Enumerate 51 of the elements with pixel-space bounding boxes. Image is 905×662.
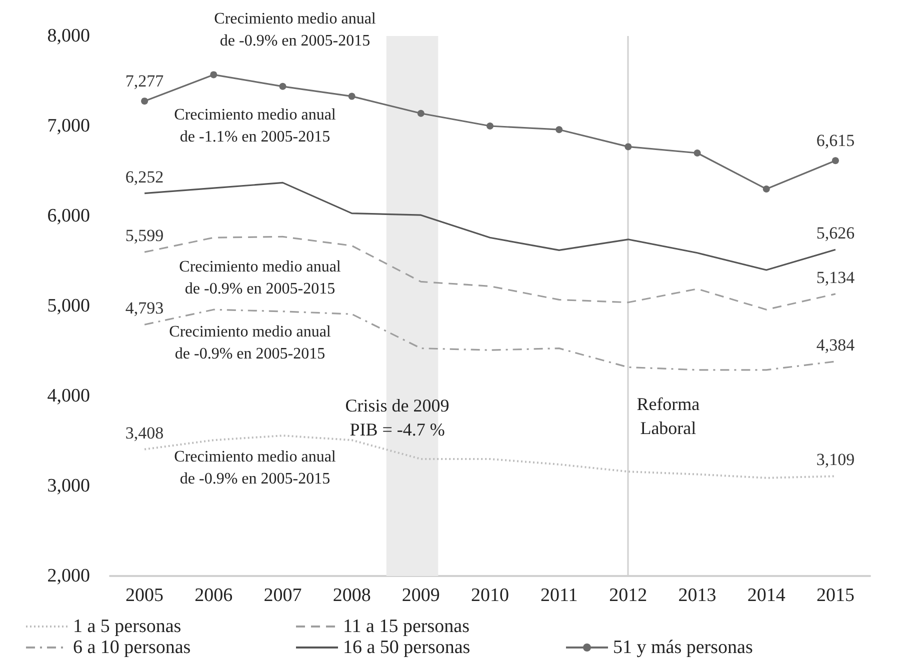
point: [210, 71, 218, 78]
legend-label: 1 a 5 personas: [73, 616, 182, 637]
x-tick-label: 2015: [816, 585, 854, 606]
data-label: 5,626: [816, 224, 855, 243]
legend-label: 16 a 50 personas: [343, 637, 470, 658]
x-tick-label: 2006: [194, 585, 233, 606]
data-label: 6,615: [816, 131, 855, 150]
point: [417, 110, 424, 117]
band-label: Crisis de 2009 PIB = -4.7 %: [345, 396, 450, 440]
data-label: 5,134: [816, 268, 856, 287]
ref-line-label: Reforma Laboral: [636, 394, 700, 438]
x-tick-label: 2012: [609, 585, 648, 606]
x-tick-label: 2011: [540, 585, 578, 606]
y-tick-label: 5,000: [47, 296, 90, 316]
legend-label: 11 a 15 personas: [343, 616, 470, 637]
data-label: 3,109: [816, 450, 855, 470]
point: [832, 157, 839, 164]
x-tick-label: 2008: [332, 585, 371, 606]
point: [141, 98, 148, 105]
annotation: Crecimiento medio anual de -1.1% en 2005-2015: [174, 106, 336, 146]
x-tick-label: 2007: [264, 585, 302, 606]
annotation: Crecimiento medio anual de -0.9% en 2005-2015: [169, 324, 332, 362]
point: [486, 122, 494, 130]
x-tick-label: 2005: [126, 585, 164, 606]
data-label: 6,252: [125, 167, 164, 186]
point: [762, 186, 770, 192]
point: [624, 143, 632, 150]
data-label: 4,793: [125, 298, 164, 318]
point: [694, 150, 701, 156]
y-tick-label: 8,000: [47, 26, 90, 46]
point: [556, 126, 563, 134]
legend-label: 6 a 10 personas: [73, 637, 191, 658]
y-tick-label: 6,000: [47, 206, 90, 226]
data-label: 5,599: [125, 226, 164, 246]
legend-label: 51 y más personas: [613, 637, 753, 658]
data-label: 4,384: [816, 335, 856, 354]
x-tick-label: 2014: [747, 585, 786, 606]
data-label: 3,408: [125, 423, 164, 442]
annotation: Crecimiento medio anual de -0.9% en 2005-2015: [179, 258, 342, 298]
y-tick-label: 7,000: [47, 116, 90, 136]
y-tick-label: 3,000: [47, 476, 90, 496]
y-tick-label: 2,000: [47, 566, 90, 586]
x-tick-label: 2013: [678, 585, 716, 606]
point: [279, 82, 286, 90]
x-tick-label: 2009: [402, 585, 440, 606]
data-label: 7,277: [125, 72, 164, 91]
annotation: Crecimiento medio anual de -0.9% en 2005-2015: [174, 448, 336, 488]
x-tick-label: 2010: [471, 585, 509, 606]
point: [348, 92, 356, 100]
annotation: Crecimiento medio anual de -0.9% en 2005-2015: [214, 10, 376, 50]
y-tick-label: 4,000: [47, 386, 90, 406]
